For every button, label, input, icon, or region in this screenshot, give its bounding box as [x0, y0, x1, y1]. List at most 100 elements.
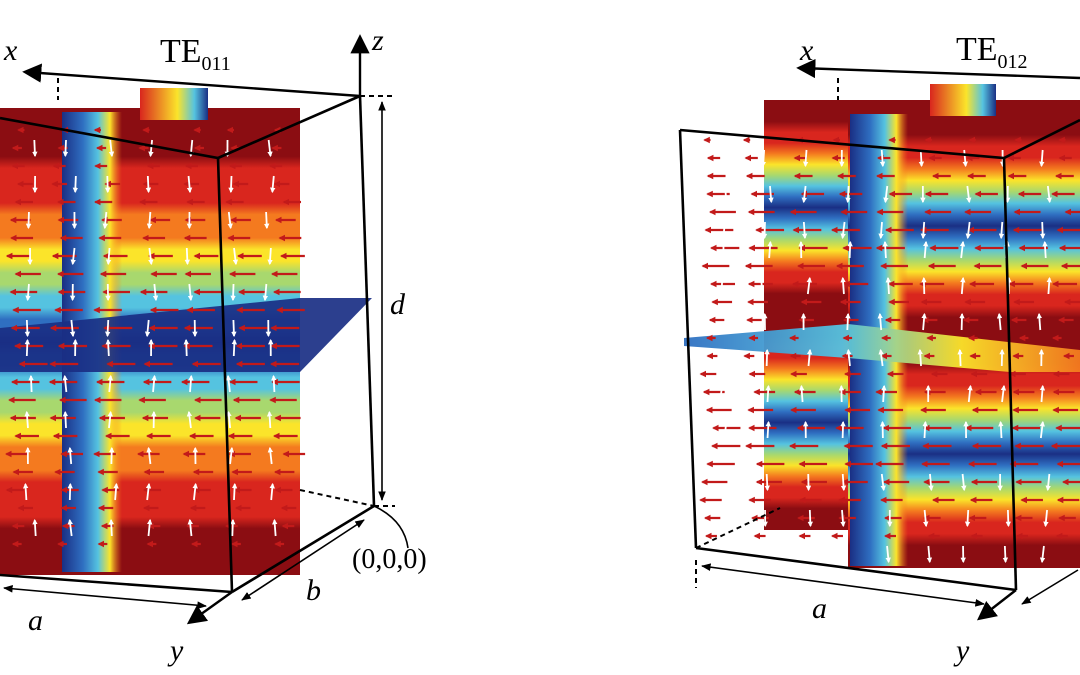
field-arrow-white — [1039, 545, 1046, 564]
field-arrow-white — [765, 384, 771, 403]
field-arrow-white — [718, 384, 725, 403]
field-arrow-white — [232, 247, 239, 266]
field-arrow-white — [62, 410, 69, 429]
field-arrow-white — [1039, 149, 1045, 168]
field-arrow-white — [928, 473, 934, 492]
field-arrow-white — [183, 338, 189, 357]
field-arrow-white — [226, 410, 232, 429]
dim-a-arrow — [3, 584, 207, 610]
field-arrow-white — [966, 185, 972, 204]
field-arrow-white — [262, 283, 269, 302]
field-arrow-white — [102, 211, 108, 230]
field-arrow-white — [726, 312, 733, 331]
field-arrow-white — [960, 276, 966, 295]
field-arrow-white — [272, 518, 278, 537]
field-arrow-white — [840, 509, 846, 528]
field-arrow-white — [965, 221, 971, 240]
field-arrow-white — [1002, 545, 1009, 564]
field-arrow-white — [269, 482, 275, 501]
field-arrow-white — [723, 420, 729, 439]
field-arrow-white — [882, 240, 888, 259]
field-arrow-white — [151, 374, 157, 393]
field-arrow-white — [838, 545, 845, 564]
x-axis-label: x — [799, 34, 814, 67]
field-arrow-white — [32, 139, 38, 158]
dim-a-label: a — [28, 604, 43, 637]
x-axis-arrow — [22, 63, 361, 98]
field-plane-horizontal — [684, 324, 1080, 372]
field-arrow-white — [840, 221, 846, 240]
field-arrow-white — [922, 420, 928, 439]
field-arrow-white — [998, 221, 1005, 240]
dim-b-arrow — [241, 519, 365, 601]
field-arrow-white — [107, 374, 114, 393]
field-arrows — [699, 136, 1080, 564]
field-arrow-white — [113, 482, 119, 501]
field-arrow-white — [192, 482, 198, 501]
field-arrow-white — [719, 545, 725, 564]
field-arrow-white — [146, 446, 152, 465]
field-arrow-white — [145, 175, 152, 194]
field-arrow-white — [227, 211, 233, 230]
field-arrow-white — [1042, 240, 1048, 259]
field-arrow-white — [885, 276, 891, 295]
field-arrow-white — [881, 384, 887, 403]
field-arrow-white — [62, 374, 68, 393]
field-arrow-white — [105, 338, 111, 357]
box-hidden-edges — [695, 78, 839, 588]
field-arrow-white — [25, 283, 31, 302]
field-arrow-white — [148, 139, 154, 158]
field-arrow-white — [765, 420, 771, 439]
field-arrow-white — [964, 509, 971, 528]
field-arrow-white — [768, 185, 774, 204]
panel-title: TE011 — [160, 33, 231, 75]
field-arrow-white — [225, 374, 232, 393]
y-axis-arrow — [976, 589, 1017, 621]
field-arrow-white — [1046, 185, 1052, 204]
field-arrow-white — [230, 283, 236, 302]
field-arrow-white — [1046, 276, 1052, 295]
field-arrow-white — [967, 384, 973, 403]
field-arrow-white — [961, 473, 967, 492]
field-arrow-white — [764, 473, 770, 492]
field-arrow-white — [24, 410, 30, 429]
field-plane-top-strip — [140, 88, 208, 120]
field-arrow-white — [840, 420, 846, 439]
field-arrow-white — [1039, 384, 1046, 403]
field-arrow-white — [145, 482, 152, 501]
field-arrow-white — [228, 175, 234, 194]
panel-te012: TE012 x y a — [678, 31, 1080, 667]
field-arrow-white — [758, 276, 765, 295]
field-arrow-white — [840, 276, 846, 295]
field-arrow-white — [1043, 509, 1049, 528]
field-arrow-white — [806, 348, 813, 367]
field-arrow-white — [108, 518, 114, 537]
field-arrow-white — [146, 211, 153, 230]
field-arrow-white — [807, 509, 813, 528]
field-arrow-white — [231, 319, 237, 338]
field-arrow-white — [231, 482, 238, 501]
x-axis-arrow — [796, 58, 1080, 80]
field-arrow-white — [880, 473, 886, 492]
field-arrow-white — [104, 319, 111, 338]
dim-b-arrow — [1021, 569, 1079, 605]
y-axis-label: y — [953, 634, 970, 667]
field-arrow-white — [70, 247, 76, 266]
field-arrow-white — [721, 149, 727, 168]
field-arrow-white — [798, 545, 804, 564]
field-arrow-white — [107, 410, 113, 429]
field-arrow-white — [801, 221, 808, 240]
field-arrow-white — [1036, 312, 1043, 331]
field-plane-horizontal — [0, 298, 372, 372]
field-arrow-white — [879, 149, 886, 168]
field-arrow-white — [67, 518, 73, 537]
field-arrow-white — [69, 319, 76, 338]
field-arrow-white — [726, 473, 732, 492]
field-arrow-white — [957, 348, 963, 367]
field-arrow-white — [263, 211, 270, 230]
field-arrow-white — [146, 518, 153, 537]
field-arrow-white — [28, 374, 34, 393]
dim-b-label: b — [306, 574, 321, 607]
field-arrow-white — [231, 338, 238, 357]
field-arrow-white — [271, 374, 277, 393]
